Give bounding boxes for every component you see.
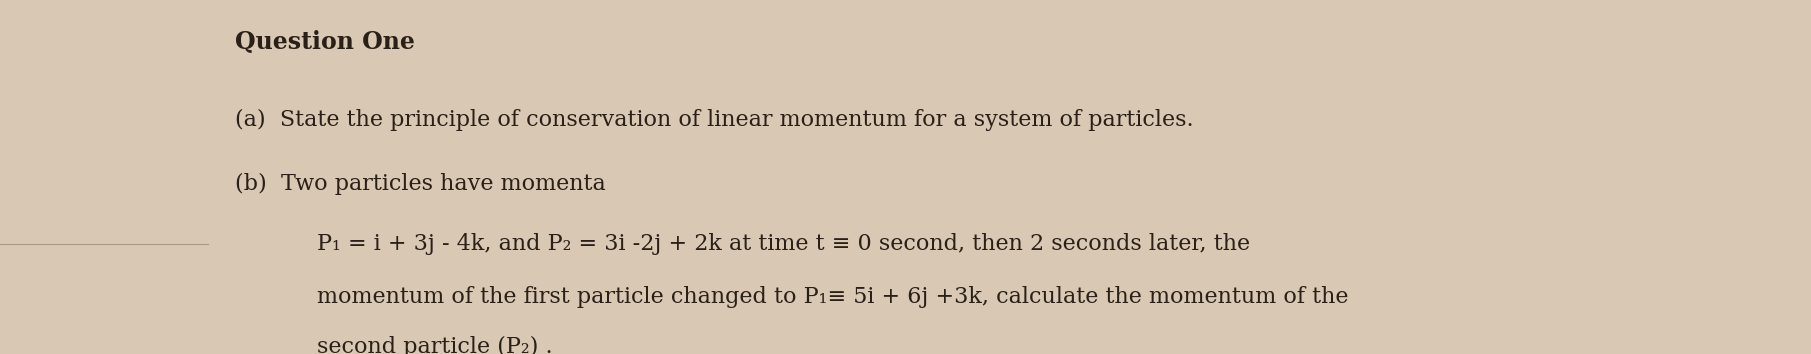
Text: (a)  State the principle of conservation of linear momentum for a system of part: (a) State the principle of conservation … <box>235 109 1193 131</box>
Text: P₁ = i + 3j - 4k, and P₂ = 3i -2j + 2k at time t ≡ 0 second, then 2 seconds late: P₁ = i + 3j - 4k, and P₂ = 3i -2j + 2k a… <box>317 233 1250 255</box>
Text: momentum of the first particle changed to P₁≡ 5i + 6j +3k, calculate the momentu: momentum of the first particle changed t… <box>317 286 1349 308</box>
Text: Question One: Question One <box>235 30 415 55</box>
Text: (b)  Two particles have momenta: (b) Two particles have momenta <box>235 173 607 195</box>
Text: second particle (P₂) .: second particle (P₂) . <box>317 336 552 354</box>
